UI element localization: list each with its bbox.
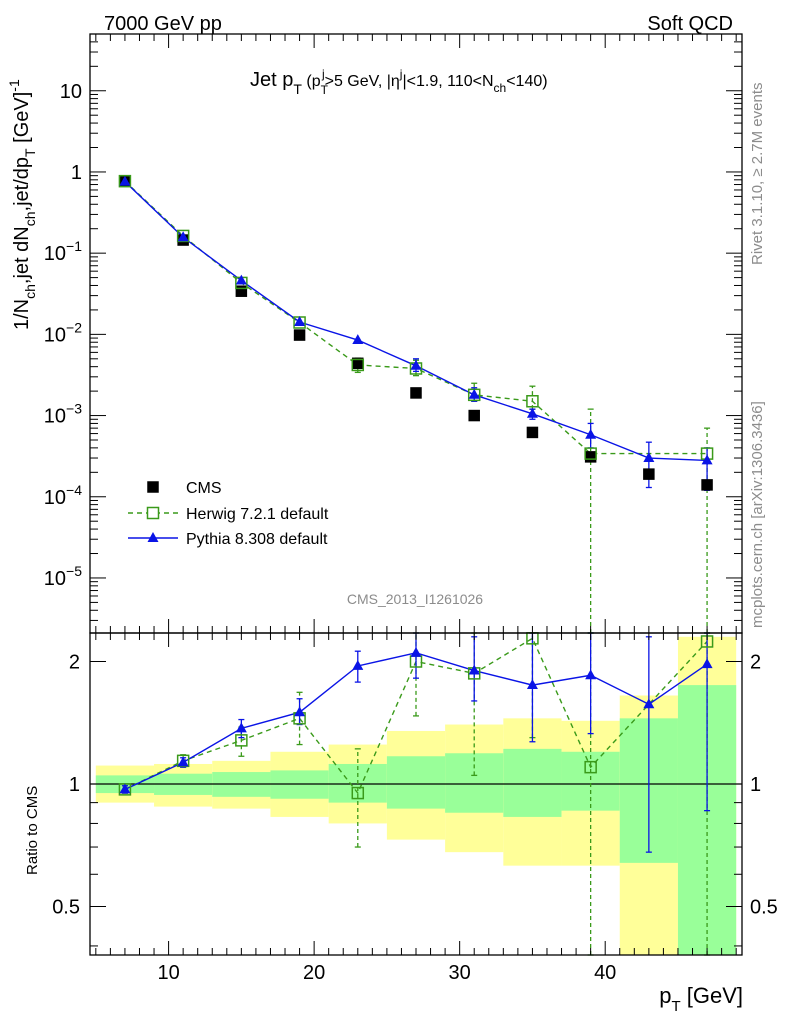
- pythia-point: [294, 316, 306, 326]
- pythia-point: [177, 231, 189, 242]
- main-panel-series: [118, 174, 714, 634]
- cms-point: [584, 451, 597, 463]
- pythia-ratio-error-bar: [587, 632, 594, 735]
- band-green: [386, 756, 446, 809]
- legend-marker: [147, 481, 159, 493]
- legend-item: CMS: [147, 480, 222, 497]
- pythia-ratio-point: [526, 679, 538, 690]
- band-green: [503, 748, 562, 817]
- x-axis-label: pT [GeV]: [659, 983, 743, 1015]
- pythia-ratio-point: [643, 698, 655, 709]
- herwig-ratio-line: [124, 637, 708, 795]
- herwig-point: [526, 395, 539, 408]
- y-tick-label: 10: [60, 81, 82, 103]
- header-right: Soft QCD: [647, 13, 733, 35]
- pythia-point: [526, 407, 538, 418]
- band-green: [445, 753, 504, 813]
- pythia-point: [410, 359, 422, 370]
- pythia-ratio-point: [294, 706, 306, 717]
- ratio-tick-label-right: 0.5: [750, 896, 778, 918]
- ratio-tick-label-right: 1: [750, 774, 761, 796]
- herwig-point: [176, 229, 190, 243]
- y-tick-label: 10−3: [44, 401, 82, 428]
- legend-marker: [146, 506, 160, 520]
- mcplots-label: mcplots.cern.ch [arXiv:1306.3436]: [749, 401, 766, 628]
- cms-point: [235, 285, 248, 297]
- x-tick-label: 40: [594, 962, 616, 984]
- pythia-ratio-point: [177, 756, 189, 767]
- pythia-point: [352, 334, 364, 345]
- x-tick-label: 20: [303, 962, 325, 984]
- herwig-point: [351, 358, 365, 372]
- x-tick-label: 10: [157, 962, 179, 984]
- pythia-ratio-point: [410, 646, 422, 657]
- y-tick-label: 10−5: [44, 563, 82, 590]
- herwig-ratio-point: [584, 760, 597, 774]
- ratio-tick-label-left: 1: [69, 774, 80, 796]
- analysis-watermark: CMS_2013_I1261026: [347, 591, 483, 607]
- pythia-error-bar: [645, 441, 652, 489]
- legend-item: Herwig 7.2.1 default: [128, 506, 329, 523]
- y-tick-label: 10−1: [44, 238, 82, 265]
- cms-point: [701, 479, 713, 491]
- pythia-line: [124, 181, 708, 462]
- cms-point: [410, 387, 422, 399]
- pythia-ratio-point: [585, 669, 597, 680]
- cms-point: [643, 468, 655, 480]
- herwig-ratio-point: [351, 786, 365, 800]
- legend-item: Pythia 8.308 default: [128, 531, 328, 548]
- pythia-point: [701, 454, 713, 465]
- ratio-panel-series: [118, 632, 714, 956]
- pythia-point: [468, 388, 480, 399]
- pythia-point: [643, 452, 655, 462]
- y-tick-label: 10−2: [44, 319, 82, 346]
- y-tick-label: 1: [71, 162, 82, 184]
- pythia-ratio-point: [352, 660, 364, 670]
- pythia-ratio-point: [119, 783, 131, 794]
- main-y-axis-label: 1/Nch,jet dNch,jet/dpT [GeV]-1: [6, 79, 38, 330]
- cms-point: [293, 329, 306, 341]
- ratio-tick-label-right: 2: [750, 652, 761, 674]
- herwig-ratio-point: [235, 734, 248, 747]
- herwig-error-bar: [529, 385, 536, 410]
- ratio-tick-label-left: 2: [69, 652, 80, 674]
- plot-title: Jet pT (pTj>5 GeV, |ηj|<1.9, 110<Nch<140…: [250, 67, 548, 97]
- pythia-ratio-point: [235, 722, 247, 733]
- legend: CMS Herwig 7.2.1 default Pythia 8.308 defa…: [128, 480, 329, 548]
- legend-marker: [147, 532, 159, 542]
- pythia-ratio-point: [468, 664, 480, 675]
- pythia-ratio-point: [701, 658, 713, 669]
- pythia-point: [235, 274, 247, 285]
- legend-label: CMS: [186, 480, 222, 497]
- header-left: 7000 GeV pp: [104, 13, 222, 35]
- plot-axes: 10 20 30 40 10 1 10−1 10−2 10−3 10−4 10−5 0.5 0.5 1 1 2…: [44, 33, 778, 984]
- herwig-point: [584, 447, 597, 460]
- pythia-point: [585, 428, 597, 439]
- rivet-label: Rivet 3.1.10, ≥ 2.7M events: [749, 83, 766, 266]
- legend-label: Herwig 7.2.1 default: [186, 506, 329, 523]
- band-green: [561, 751, 620, 811]
- cms-point: [526, 426, 539, 439]
- x-tick-label: 30: [449, 962, 471, 984]
- y-tick-label: 10−4: [44, 482, 82, 509]
- pythia-point: [119, 175, 131, 186]
- ratio-y-axis-label: Ratio to CMS: [24, 786, 41, 875]
- cms-point: [468, 409, 480, 422]
- herwig-line: [124, 180, 708, 455]
- ratio-tick-label-left: 0.5: [52, 896, 80, 918]
- herwig-point: [118, 174, 132, 188]
- legend-label: Pythia 8.308 default: [186, 531, 328, 548]
